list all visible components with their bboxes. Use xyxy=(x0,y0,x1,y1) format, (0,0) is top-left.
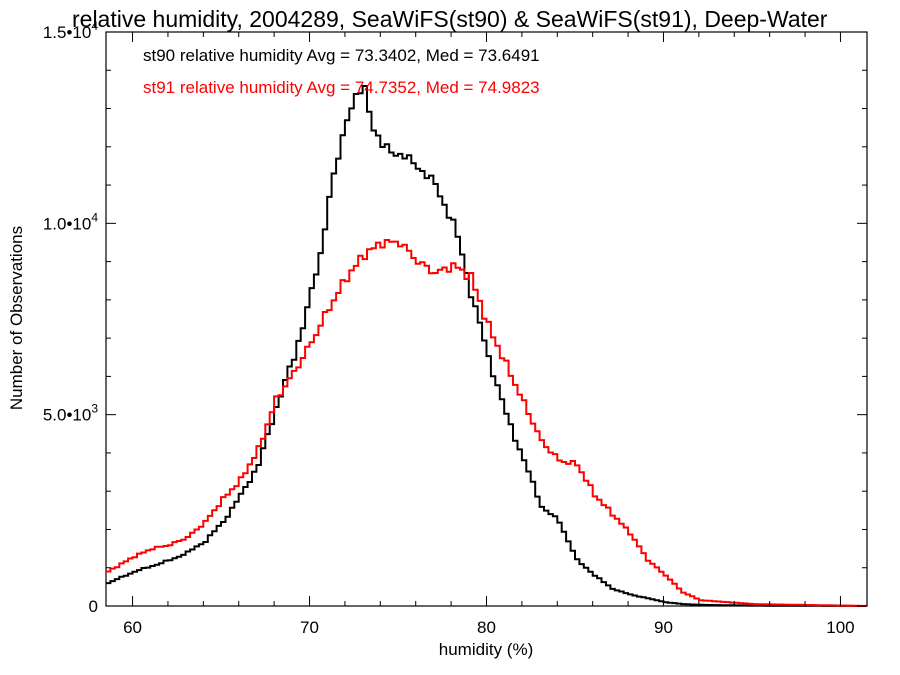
series-line-st90 xyxy=(106,85,867,607)
y-tick-label: 5.0•103 xyxy=(43,402,99,425)
x-axis: 60 70 80 90 100 xyxy=(123,32,855,637)
y-tick-label: 1.0•104 xyxy=(43,210,99,233)
x-tick-label: 60 xyxy=(123,618,142,637)
y-tick-label: 0 xyxy=(89,597,98,616)
x-tick-label: 80 xyxy=(477,618,496,637)
chart-title: relative humidity, 2004289, SeaWiFS(st90… xyxy=(72,6,828,32)
series-line-st91 xyxy=(106,239,868,607)
x-tick-label: 70 xyxy=(300,618,319,637)
y-axis: 0 5.0•103 1.0•104 1.5•104 xyxy=(43,19,867,616)
x-tick-label: 90 xyxy=(654,618,673,637)
annotation-st91: st91 relative humidity Avg = 74.7352, Me… xyxy=(143,78,540,97)
x-tick-label: 100 xyxy=(826,618,854,637)
y-axis-label: Number of Observations xyxy=(7,226,26,410)
x-axis-label: humidity (%) xyxy=(439,640,533,659)
y-tick-label: 1.5•104 xyxy=(43,19,99,42)
plot-area xyxy=(105,31,868,607)
annotation-st90: st90 relative humidity Avg = 73.3402, Me… xyxy=(143,46,540,65)
